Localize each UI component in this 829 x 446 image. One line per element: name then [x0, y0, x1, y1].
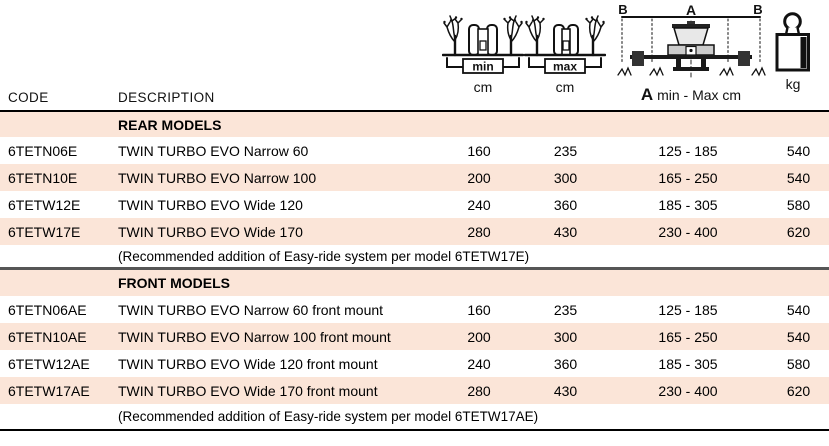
section-note: (Recommended addition of Easy-ride syste…	[0, 245, 829, 267]
model-code: 6TETN10AE	[8, 328, 87, 345]
model-code: 6TETW12E	[8, 196, 81, 213]
min-width-value: 280	[467, 223, 491, 240]
working-width-range: 230 - 400	[658, 223, 718, 240]
working-width-range: 165 - 250	[658, 169, 718, 186]
min-label: min	[472, 60, 493, 74]
table-bottom-rule	[0, 429, 829, 431]
weight-value: 580	[786, 355, 811, 372]
diagram-a-label: A	[686, 3, 696, 18]
min-width-value: 240	[467, 196, 491, 213]
diagram-b-right-label: B	[753, 3, 762, 17]
working-width-range: 185 - 305	[658, 355, 718, 372]
section-note: (Recommended addition of Easy-ride syste…	[0, 404, 829, 429]
weight-icon	[775, 12, 810, 72]
max-width-value: 360	[553, 355, 578, 372]
model-code: 6TETW17AE	[8, 382, 90, 399]
max-width-value: 430	[553, 223, 578, 240]
min-width-value: 200	[467, 169, 491, 186]
working-width-range: 125 - 185	[658, 142, 718, 159]
section-title: REAR MODELS	[118, 116, 222, 133]
min-width-value: 160	[467, 301, 491, 318]
model-description: TWIN TURBO EVO Wide 120 front mount	[118, 355, 378, 372]
min-width-column-header: min cm	[441, 0, 525, 118]
weight-column-header: kg	[764, 0, 822, 121]
weight-value: 540	[786, 142, 811, 159]
section-separator-rule	[0, 267, 829, 270]
model-description: TWIN TURBO EVO Wide 170 front mount	[118, 382, 378, 399]
working-width-range: 230 - 400	[658, 382, 718, 399]
working-width-column-header: B A B	[616, 0, 766, 113]
min-width-value: 280	[467, 382, 491, 399]
table-row: 6TETN10E TWIN TURBO EVO Narrow 100 200 3…	[0, 164, 829, 191]
machine-width-diagram-icon: B A B	[617, 3, 766, 78]
min-width-value: 200	[467, 328, 491, 345]
caption-range: min - Max cm	[653, 87, 742, 103]
working-width-range: 165 - 250	[658, 328, 718, 345]
section-header-rear: REAR MODELS	[0, 112, 829, 137]
table-row: 6TETW17AE TWIN TURBO EVO Wide 170 front …	[0, 377, 829, 404]
table-row: 6TETN10AE TWIN TURBO EVO Narrow 100 fron…	[0, 323, 829, 350]
working-width-range: 185 - 305	[658, 196, 718, 213]
section-title: FRONT MODELS	[118, 275, 230, 291]
max-width-column-header: max cm	[523, 0, 607, 118]
model-code: 6TETN10E	[8, 169, 78, 186]
note-text: (Recommended addition of Easy-ride syste…	[118, 409, 539, 424]
table-top-rule	[0, 110, 829, 112]
max-width-value: 235	[553, 142, 578, 159]
model-description: TWIN TURBO EVO Narrow 60 front mount	[118, 301, 384, 318]
model-description: TWIN TURBO EVO Narrow 100 front mount	[118, 328, 391, 345]
table-row: 6TETW12E TWIN TURBO EVO Wide 120 240 360…	[0, 191, 829, 218]
section-header-front: FRONT MODELS	[0, 270, 829, 296]
weight-value: 540	[786, 328, 811, 345]
max-width-value: 360	[553, 196, 578, 213]
max-width-value: 300	[553, 169, 578, 186]
model-description: TWIN TURBO EVO Narrow 60	[118, 142, 309, 159]
model-description: TWIN TURBO EVO Wide 170	[118, 223, 303, 240]
working-width-range: 125 - 185	[658, 301, 718, 318]
model-code: 6TETN06AE	[8, 301, 87, 318]
caption-a: A	[640, 85, 654, 104]
vineyard-min-width-icon: min	[442, 15, 524, 74]
model-code: 6TETW17E	[8, 223, 81, 240]
max-label: max	[553, 60, 577, 74]
code-column-header: CODE	[8, 90, 49, 105]
model-description: TWIN TURBO EVO Narrow 100	[118, 169, 317, 186]
weight-value: 540	[786, 169, 811, 186]
table-row: 6TETN06E TWIN TURBO EVO Narrow 60 160 23…	[0, 137, 829, 164]
weight-value: 620	[786, 382, 811, 399]
min-width-value: 240	[467, 355, 491, 372]
table-row: 6TETW17E TWIN TURBO EVO Wide 170 280 430…	[0, 218, 829, 245]
table-row: 6TETW12AE TWIN TURBO EVO Wide 120 front …	[0, 350, 829, 377]
weight-value: 540	[786, 301, 811, 318]
model-description: TWIN TURBO EVO Wide 120	[118, 196, 303, 213]
weight-value: 620	[786, 223, 811, 240]
model-code: 6TETN06E	[8, 142, 78, 159]
note-text: (Recommended addition of Easy-ride syste…	[118, 248, 530, 264]
min-unit-label: cm	[473, 79, 493, 95]
table-header-area: CODE DESCRIPTION	[0, 0, 829, 110]
max-width-value: 235	[553, 301, 578, 318]
diagram-b-left-label: B	[618, 3, 627, 17]
models-table: REAR MODELS 6TETN06E TWIN TURBO EVO Narr…	[0, 110, 829, 431]
max-width-value: 430	[553, 382, 578, 399]
model-code: 6TETW12AE	[8, 355, 90, 372]
max-width-value: 300	[553, 328, 578, 345]
weight-unit-label: kg	[785, 76, 801, 92]
weight-value: 580	[786, 196, 811, 213]
description-column-header: DESCRIPTION	[118, 90, 215, 105]
table-row: 6TETN06AE TWIN TURBO EVO Narrow 60 front…	[0, 296, 829, 323]
working-width-caption: A min - Max cm	[641, 85, 741, 105]
vineyard-max-width-icon: max	[524, 15, 606, 74]
min-width-value: 160	[467, 142, 491, 159]
max-unit-label: cm	[555, 79, 575, 95]
